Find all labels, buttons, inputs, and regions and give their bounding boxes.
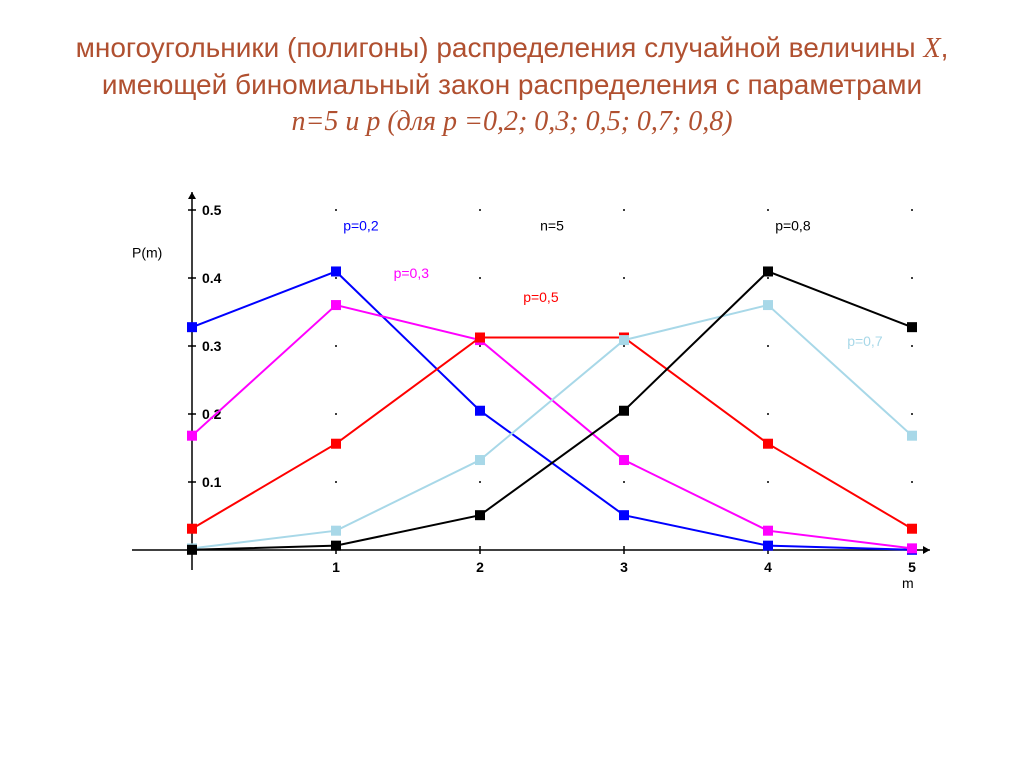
x-tick-label: 3 (620, 559, 628, 575)
grid-dot (479, 209, 481, 211)
series-marker-p08 (763, 267, 773, 277)
series-line-p02 (192, 272, 912, 550)
series-label-p07: p=0,7 (847, 333, 883, 349)
series-line-p05 (192, 338, 912, 529)
title-text-1a: многоугольники (полигоны) распределения … (76, 32, 924, 63)
grid-dot (767, 413, 769, 415)
grid-dot (335, 413, 337, 415)
series-marker-p03 (907, 544, 917, 554)
series-marker-p05 (475, 333, 485, 343)
y-axis-title: P(m) (132, 245, 162, 261)
grid-dot (911, 277, 913, 279)
grid-dot (767, 277, 769, 279)
grid-dot (911, 481, 913, 483)
series-marker-p07 (331, 526, 341, 536)
series-marker-p02 (763, 541, 773, 551)
y-tick-label: 0.2 (202, 406, 222, 422)
series-marker-p02 (475, 406, 485, 416)
series-marker-p08 (619, 406, 629, 416)
series-marker-p02 (187, 322, 197, 332)
grid-dot (335, 481, 337, 483)
grid-dot (335, 277, 337, 279)
grid-dot (911, 345, 913, 347)
series-marker-p07 (475, 455, 485, 465)
y-axis-arrow (188, 192, 196, 199)
grid-dot (623, 481, 625, 483)
series-marker-p02 (331, 267, 341, 277)
chart-svg: 1 2 3 4 5m 0.1 0.2 0.3 0.4 0.5 P(m) n=5 p=0,2 p=0,3 p=… (82, 180, 942, 600)
grid-dot (335, 209, 337, 211)
series-label-p02: p=0,2 (343, 218, 379, 234)
chart-container: 1 2 3 4 5m 0.1 0.2 0.3 0.4 0.5 P(m) n=5 p=0,2 p=0,3 p=… (82, 180, 942, 600)
title-line1: многоугольники (полигоны) распределения … (76, 32, 949, 100)
series-marker-p05 (187, 524, 197, 534)
series-marker-p03 (331, 300, 341, 310)
grid-dot (335, 345, 337, 347)
series-marker-p07 (907, 431, 917, 441)
grid-dot (623, 277, 625, 279)
series-marker-p07 (619, 335, 629, 345)
grid-dot (767, 481, 769, 483)
x-tick-label: 4 (764, 559, 772, 575)
series-marker-p03 (619, 455, 629, 465)
series-marker-p08 (907, 322, 917, 332)
x-tick-label: 1 (332, 559, 340, 575)
series-marker-p07 (763, 300, 773, 310)
title-italic-X: Х (923, 33, 940, 64)
series-marker-p08 (187, 545, 197, 555)
series-marker-p08 (475, 510, 485, 520)
grid-dot (623, 345, 625, 347)
y-tick-label: 0.4 (202, 270, 222, 286)
series-label-p05: p=0,5 (523, 289, 559, 305)
grid-dot (767, 209, 769, 211)
title-line2: n=5 и р (для р =0,2; 0,3; 0,5; 0,7; 0,8) (291, 106, 732, 137)
grid-dot (479, 481, 481, 483)
series-label-p03: p=0,3 (394, 265, 430, 281)
n-label: n=5 (540, 218, 564, 234)
grid-dot (911, 209, 913, 211)
x-axis-title: m (902, 575, 914, 591)
series-line-p07 (192, 305, 912, 548)
series-marker-p05 (331, 439, 341, 449)
series-line-p08 (192, 272, 912, 550)
grid-dot (479, 277, 481, 279)
grid-dot (479, 345, 481, 347)
chart-title: многоугольники (полигоны) распределения … (0, 0, 1024, 150)
series-marker-p05 (763, 439, 773, 449)
grid-dot (767, 345, 769, 347)
x-tick-label: 2 (476, 559, 484, 575)
series-marker-p08 (331, 541, 341, 551)
series-marker-p03 (763, 526, 773, 536)
series-marker-p03 (187, 431, 197, 441)
y-tick-label: 0.5 (202, 202, 222, 218)
y-tick-label: 0.1 (202, 474, 222, 490)
grid-dot (623, 209, 625, 211)
y-tick-label: 0.3 (202, 338, 222, 354)
x-tick-label: 5 (908, 559, 916, 575)
x-axis-arrow (923, 546, 930, 554)
series-marker-p02 (619, 510, 629, 520)
series-line-p03 (192, 305, 912, 548)
series-marker-p05 (907, 524, 917, 534)
series-label-p08: p=0,8 (775, 218, 811, 234)
grid-dot (911, 413, 913, 415)
